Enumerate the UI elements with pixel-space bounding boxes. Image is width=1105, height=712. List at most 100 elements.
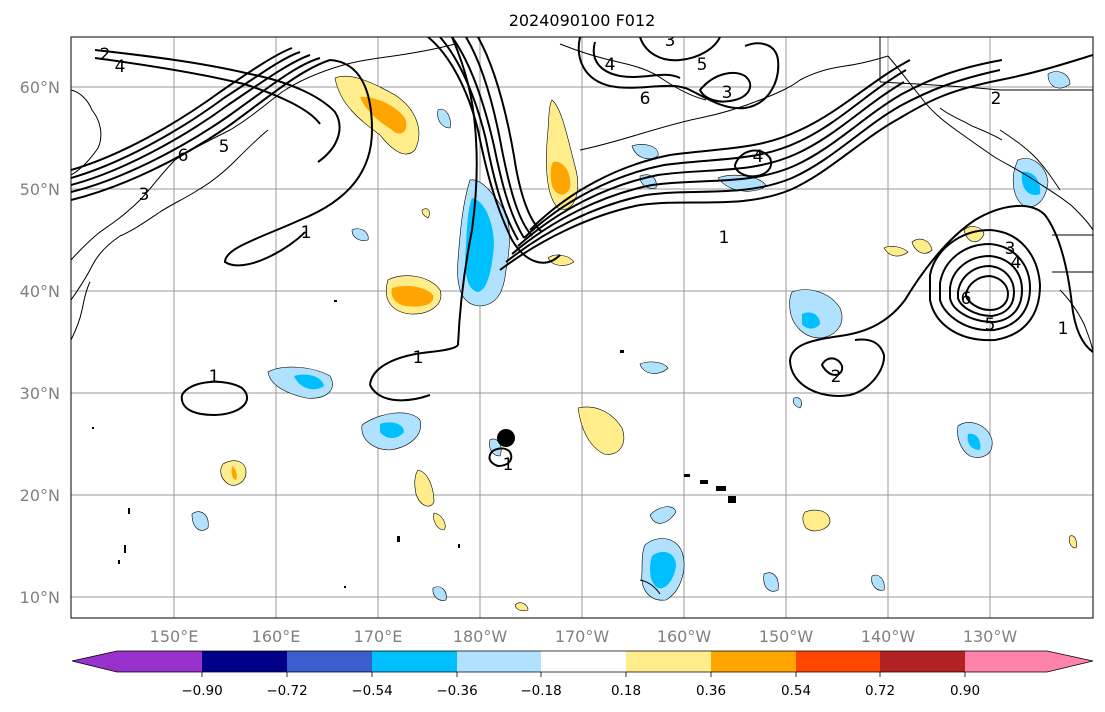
contour-label: 6 <box>640 89 651 109</box>
contour-line <box>577 37 780 110</box>
colorbar-segment <box>711 651 797 672</box>
islands <box>92 300 736 588</box>
colorbar-tick-label: 0.72 <box>865 683 895 699</box>
lat-label: 30°N <box>20 384 60 403</box>
colorbar-tick-label: −0.90 <box>181 683 222 699</box>
negative-patch <box>437 108 451 129</box>
contour-label: 4 <box>1011 253 1022 273</box>
colorbar-tick-label: 0.54 <box>781 683 811 699</box>
colorbar: −0.90 −0.72 −0.54 −0.36 −0.18 0.18 0.36 … <box>71 650 1094 699</box>
contour-label: 3 <box>665 31 676 51</box>
contour-label: 5 <box>697 55 708 75</box>
colorbar-tick-label: 0.18 <box>611 683 641 699</box>
contour-label: 4 <box>753 147 764 167</box>
lat-label: 10°N <box>20 588 60 607</box>
lon-label: 170°W <box>555 627 610 646</box>
contour-line <box>451 37 525 239</box>
contour-lines <box>71 37 1093 468</box>
lon-label: 160°W <box>657 627 712 646</box>
contour-label: 1 <box>413 348 424 368</box>
contour-line <box>71 47 293 171</box>
colorbar-segment <box>541 651 627 672</box>
negative-patch <box>294 374 324 390</box>
positive-patch <box>1068 535 1077 549</box>
contour-label: 2 <box>100 45 111 65</box>
negative-patch <box>432 586 447 601</box>
latitude-labels: 60°N 50°N 40°N 30°N 20°N 10°N <box>20 78 60 607</box>
positive-patch <box>391 286 434 307</box>
colorbar-segment <box>372 651 458 672</box>
positive-patch <box>802 509 831 532</box>
longitude-labels: 150°E 160°E 170°E 180°W 170°W 160°W 150°… <box>150 627 1018 646</box>
contour-label: 5 <box>219 137 230 157</box>
lat-label: 20°N <box>20 486 60 505</box>
positive-patch <box>231 466 237 480</box>
contour-line <box>94 49 341 163</box>
negative-patch <box>871 574 885 591</box>
positive-patch <box>577 406 624 455</box>
contour-line <box>698 72 752 103</box>
contour-line <box>505 69 1001 263</box>
colorbar-segment <box>796 651 882 672</box>
contour-line <box>820 357 844 376</box>
positive-patch <box>883 246 909 257</box>
contour-label: 6 <box>961 289 972 309</box>
contour-label: 2 <box>991 89 1002 109</box>
negative-patch <box>1047 71 1071 89</box>
colorbar-tick-label: −0.72 <box>266 683 307 699</box>
contour-line <box>789 204 1093 361</box>
negative-patch <box>639 361 669 374</box>
contour-line <box>965 274 1010 312</box>
positive-patch <box>414 469 435 507</box>
contour-line <box>517 81 905 247</box>
contour-line <box>639 37 721 62</box>
positive-patch <box>547 254 575 266</box>
negative-patch <box>792 397 802 409</box>
contour-label: 1 <box>719 228 730 248</box>
positive-patch <box>433 512 446 531</box>
lon-label: 150°E <box>150 627 199 646</box>
negative-patch <box>967 433 981 450</box>
contour-label: 3 <box>1005 239 1016 259</box>
map-frame <box>70 36 1094 619</box>
lon-label: 130°W <box>963 627 1018 646</box>
contour-line <box>465 37 533 237</box>
contour-label: 1 <box>503 455 514 475</box>
colorbar-segment <box>457 651 543 672</box>
lon-label: 180°W <box>453 627 508 646</box>
contour-line <box>789 338 886 397</box>
contour-label: 5 <box>985 315 996 335</box>
contour-label: 1 <box>1058 319 1069 339</box>
contour-line <box>369 344 459 386</box>
colorbar-segment <box>880 651 966 672</box>
lon-label: 160°E <box>252 627 301 646</box>
colorbar-tick-label: 0.90 <box>950 683 980 699</box>
contour-line <box>71 58 374 267</box>
positive-patch <box>550 161 571 195</box>
contour-label: 6 <box>178 146 189 166</box>
colorbar-tick-label: 0.36 <box>696 683 726 699</box>
contour-label: 3 <box>722 83 733 103</box>
colorbar-segment <box>965 651 1048 672</box>
lat-label: 50°N <box>20 180 60 199</box>
contour-line <box>957 264 1016 318</box>
contour-line <box>523 69 907 239</box>
negative-patch <box>763 572 779 592</box>
positive-patch <box>514 602 529 612</box>
lon-label: 140°W <box>861 627 916 646</box>
contour-label: 1 <box>301 223 312 243</box>
lon-label: 150°W <box>759 627 814 646</box>
contour-line <box>439 37 519 241</box>
contour-line <box>369 384 431 402</box>
negative-patch <box>650 551 676 589</box>
negative-patch <box>789 289 843 339</box>
map-title: 2024090100 F012 <box>509 11 656 30</box>
shaded-anomaly-patches <box>191 71 1077 612</box>
contour-labels: 2 4 6 5 3 1 1 1 3 4 5 6 3 4 1 2 3 4 5 6 … <box>100 31 1069 475</box>
positive-patch <box>421 208 430 219</box>
contour-line <box>939 242 1032 332</box>
contour-line <box>71 51 301 179</box>
positive-patch <box>360 96 407 134</box>
lat-label: 40°N <box>20 282 60 301</box>
colorbar-segment <box>202 651 288 672</box>
